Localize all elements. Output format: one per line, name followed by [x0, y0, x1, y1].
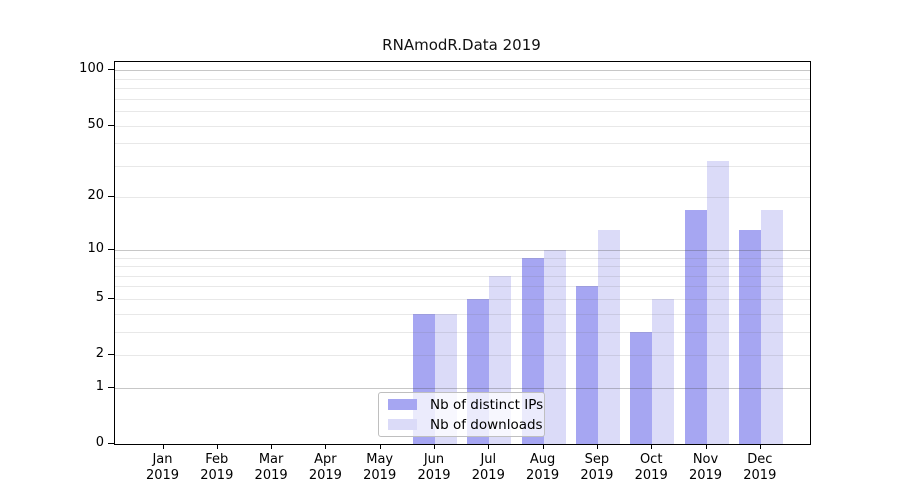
x-axis-tick	[542, 444, 544, 449]
bar-downloads	[597, 230, 620, 444]
y-axis-tick	[108, 124, 114, 126]
x-tick-label-mar: Mar 2019	[254, 452, 288, 483]
x-tick-label-aug: Aug 2019	[526, 452, 560, 483]
x-axis-tick	[379, 444, 381, 449]
x-axis-tick	[759, 444, 761, 449]
y-tick-label: 10	[87, 240, 104, 256]
gridline-y-40	[115, 143, 810, 145]
x-axis-tick	[325, 444, 327, 449]
x-tick-label-dec: Dec 2019	[743, 452, 777, 483]
y-tick-label: 5	[95, 289, 104, 305]
x-axis-tick	[271, 444, 273, 449]
x-tick-label-jul: Jul 2019	[471, 452, 505, 483]
legend: Nb of distinct IPs Nb of downloads	[378, 392, 545, 437]
x-axis-tick	[596, 444, 598, 449]
y-axis-tick	[108, 354, 114, 355]
x-axis-tick	[705, 444, 707, 449]
x-axis-tick	[488, 444, 490, 449]
y-axis-tick	[108, 69, 114, 71]
y-axis-tick	[108, 386, 114, 388]
y-tick-label: 0	[95, 435, 104, 450]
bar-distinct-ips	[738, 230, 761, 444]
legend-swatch-distinct-ips	[388, 399, 417, 410]
bar-downloads	[760, 209, 783, 444]
y-tick-label: 100	[79, 61, 104, 77]
x-axis-tick	[216, 444, 218, 449]
y-axis-tick	[108, 248, 114, 250]
legend-item-downloads: Nb of downloads	[379, 417, 544, 433]
y-tick-label: 50	[87, 116, 104, 132]
y-tick-label: 1	[95, 378, 104, 394]
y-axis-tick	[108, 297, 114, 299]
bar-distinct-ips	[630, 331, 653, 444]
x-tick-label-may: May 2019	[363, 452, 397, 483]
x-tick-label-nov: Nov 2019	[688, 452, 723, 483]
x-axis-tick	[434, 444, 435, 449]
plot-area	[114, 61, 811, 445]
y-tick-label: 2	[95, 346, 104, 361]
legend-label-downloads: Nb of downloads	[430, 416, 543, 433]
gridline-y-100	[115, 70, 810, 72]
chart-title: RNAmodR.Data 2019	[382, 36, 541, 54]
bar-distinct-ips	[575, 286, 598, 444]
x-tick-label-sep: Sep 2019	[580, 452, 614, 483]
x-axis-tick	[162, 444, 164, 449]
x-tick-label-apr: Apr 2019	[308, 452, 342, 483]
x-tick-label-feb: Feb 2019	[200, 452, 234, 483]
gridline-y-60	[115, 111, 810, 112]
bar-distinct-ips	[684, 209, 707, 444]
y-tick-label: 20	[87, 188, 104, 204]
gridline-y-50	[115, 125, 810, 127]
gridline-y-90	[115, 78, 810, 80]
gridline-y-80	[115, 88, 810, 89]
bar-downloads	[706, 160, 729, 444]
legend-label-distinct-ips: Nb of distinct IPs	[430, 396, 544, 413]
bar-downloads	[543, 249, 566, 444]
x-axis-tick	[651, 444, 653, 449]
bar-downloads	[652, 298, 675, 444]
legend-swatch-downloads	[388, 419, 417, 430]
x-tick-label-jan: Jan 2019	[145, 452, 180, 483]
gridline-y-70	[115, 98, 810, 100]
y-axis-tick	[108, 443, 114, 444]
x-tick-label-oct: Oct 2019	[634, 452, 668, 483]
x-tick-label-jun: Jun 2019	[417, 452, 451, 483]
legend-item-distinct-ips: Nb of distinct IPs	[379, 397, 544, 413]
y-axis-tick	[108, 196, 114, 198]
